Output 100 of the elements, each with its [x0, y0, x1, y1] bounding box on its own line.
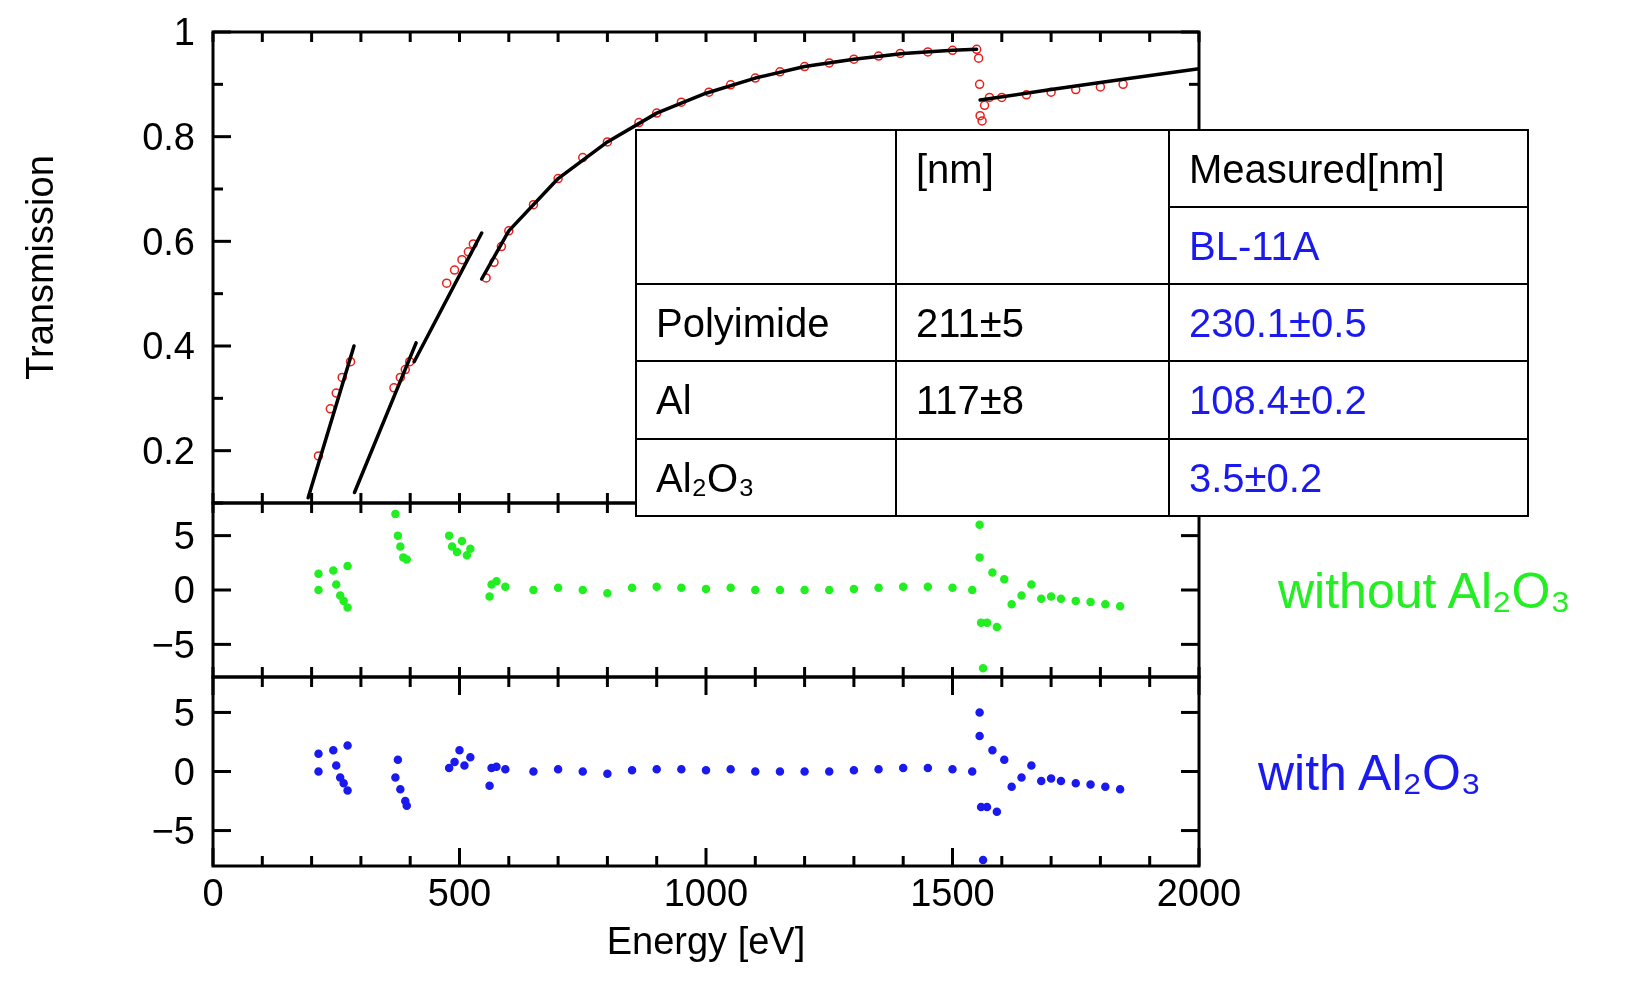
point	[677, 764, 686, 774]
text: 230.1±0.5	[1189, 300, 1367, 345]
point	[391, 773, 400, 782]
point	[967, 585, 977, 595]
point	[975, 731, 984, 741]
point	[849, 54, 859, 64]
point	[725, 80, 736, 90]
point	[603, 589, 612, 598]
y-axis-title: Transmission	[19, 155, 61, 380]
point	[343, 741, 352, 750]
x-tick-label: 1500	[910, 872, 995, 914]
point	[314, 569, 323, 578]
point	[751, 767, 760, 776]
point	[496, 241, 507, 252]
point	[395, 372, 406, 383]
point	[501, 582, 510, 591]
point	[337, 372, 347, 383]
point	[402, 801, 411, 811]
point	[1095, 82, 1106, 92]
point	[874, 764, 883, 774]
point	[1115, 784, 1125, 794]
point	[948, 764, 957, 774]
point	[332, 580, 341, 589]
point	[849, 584, 859, 594]
point	[992, 807, 1002, 816]
point	[1036, 594, 1046, 603]
point	[1021, 90, 1032, 100]
point	[449, 265, 460, 275]
point	[984, 92, 995, 103]
point	[345, 356, 356, 367]
text: 211±5	[916, 300, 1024, 345]
point	[553, 583, 563, 593]
point	[997, 92, 1007, 103]
point	[466, 753, 475, 762]
y-tick-label: 0	[173, 569, 195, 612]
text: 108.4±0.2	[1189, 378, 1367, 422]
point	[634, 117, 644, 128]
point	[504, 226, 514, 236]
point	[751, 585, 760, 595]
point	[343, 786, 352, 795]
text: [nm]	[916, 146, 994, 191]
point	[775, 585, 785, 595]
point	[1027, 761, 1036, 770]
point	[800, 585, 809, 595]
point	[627, 766, 637, 775]
y-tick-label: 5	[173, 514, 195, 557]
x-tick-label: 2000	[1156, 872, 1242, 914]
point	[343, 561, 352, 571]
point	[979, 100, 990, 111]
text: 3.5±0.2	[1189, 455, 1323, 500]
point	[339, 779, 348, 788]
point	[1071, 84, 1081, 95]
point	[603, 769, 612, 779]
point	[726, 764, 735, 774]
point	[400, 364, 411, 375]
point	[726, 583, 735, 593]
point	[873, 51, 884, 61]
text: BL-11A	[1189, 223, 1320, 268]
y-tick-label: 5	[173, 691, 195, 734]
point	[627, 583, 637, 593]
y-tick-label: 0	[173, 750, 195, 793]
point	[313, 451, 324, 461]
point	[1056, 776, 1066, 786]
point	[396, 784, 405, 794]
point	[404, 356, 415, 367]
point	[967, 767, 977, 776]
point	[1000, 755, 1009, 764]
point	[553, 173, 563, 184]
point	[677, 583, 686, 593]
point	[923, 582, 933, 591]
point	[393, 755, 403, 764]
point	[971, 44, 982, 55]
y-tick-label: 0.4	[142, 325, 195, 368]
point	[978, 855, 988, 865]
point	[455, 745, 464, 755]
point	[444, 763, 454, 773]
point	[978, 664, 988, 673]
point	[343, 603, 352, 612]
point	[492, 762, 501, 772]
text: 117±8	[916, 378, 1024, 422]
point	[975, 520, 984, 529]
point	[652, 582, 661, 591]
point	[485, 592, 494, 601]
point	[329, 745, 338, 755]
point	[750, 73, 761, 83]
point	[923, 47, 933, 57]
point	[1118, 79, 1128, 90]
point	[466, 544, 475, 553]
point	[314, 749, 323, 759]
point	[1046, 87, 1056, 97]
point	[973, 53, 984, 63]
point	[391, 509, 400, 519]
point	[314, 767, 323, 776]
point	[396, 542, 405, 551]
x-tick-label: 500	[427, 872, 492, 914]
point	[975, 110, 985, 121]
point	[314, 585, 323, 595]
point	[1086, 780, 1095, 789]
text: Measured[nm]	[1189, 146, 1445, 191]
point	[1101, 599, 1110, 609]
